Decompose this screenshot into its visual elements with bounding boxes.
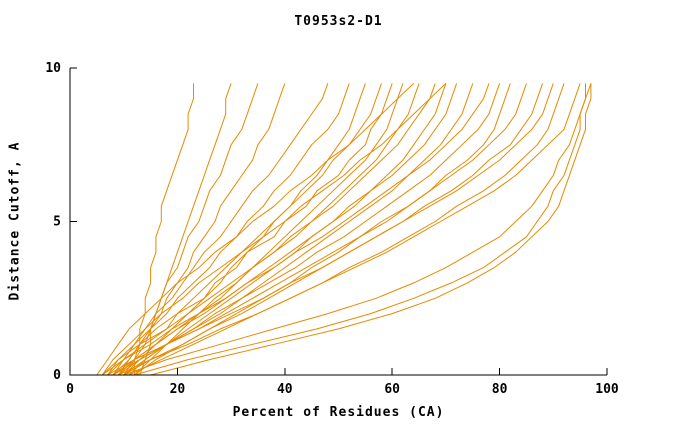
series-line	[123, 83, 366, 376]
y-tick-label: 10	[45, 61, 61, 76]
y-tick-label: 0	[53, 368, 61, 383]
series-line	[150, 83, 592, 376]
x-tick-label: 60	[384, 382, 400, 397]
chart-title: T0953s2-D1	[294, 14, 383, 29]
series-line	[133, 83, 194, 375]
y-tick-label: 5	[53, 215, 61, 230]
series-line	[96, 83, 415, 376]
series-line	[107, 83, 350, 376]
series-line	[118, 83, 581, 376]
series-line	[101, 83, 490, 376]
x-tick-label: 40	[277, 382, 293, 397]
series-line	[128, 83, 447, 376]
x-tick-label: 0	[66, 382, 74, 397]
x-tick-label: 20	[170, 382, 186, 397]
series-line	[118, 83, 501, 376]
series-line	[112, 83, 527, 376]
x-axis-label: Percent of Residues (CA)	[232, 405, 445, 420]
series-line	[128, 83, 565, 376]
series-line	[101, 83, 447, 376]
series-line	[123, 83, 474, 376]
series-line	[112, 83, 329, 376]
series-line	[112, 83, 458, 376]
x-tick-label: 100	[595, 382, 619, 397]
series-line	[112, 83, 393, 376]
x-tick-label: 80	[492, 382, 508, 397]
series-line	[134, 83, 592, 376]
series-line	[107, 83, 554, 376]
series-line	[117, 83, 286, 376]
series-line	[101, 83, 382, 376]
series-line	[107, 83, 436, 376]
series-line	[123, 83, 259, 376]
series-line	[134, 83, 404, 376]
series-line	[123, 83, 586, 376]
